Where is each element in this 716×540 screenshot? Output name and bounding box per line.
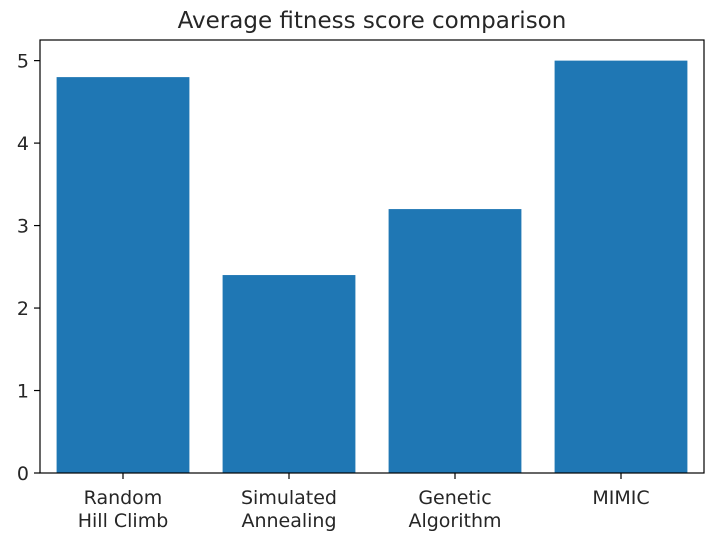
x-tick-label: Hill Climb xyxy=(78,510,169,532)
bar xyxy=(388,209,522,474)
bars xyxy=(56,60,688,474)
x-tick-label: Algorithm xyxy=(408,510,501,532)
y-tick-label: 1 xyxy=(17,381,29,403)
x-tick-label: Random xyxy=(84,487,163,509)
x-tick-label: Simulated xyxy=(241,487,337,509)
bar xyxy=(222,275,356,473)
chart-title: Average fitness score comparison xyxy=(178,8,567,34)
y-axis: 0 1 2 3 4 5 xyxy=(17,51,40,485)
x-tick-label: Annealing xyxy=(241,510,336,532)
bar xyxy=(56,77,190,473)
y-tick-label: 3 xyxy=(17,216,29,238)
y-tick-label: 2 xyxy=(17,298,29,320)
y-tick-label: 4 xyxy=(17,133,29,155)
bar xyxy=(554,60,688,473)
x-tick-label: Genetic xyxy=(418,487,491,509)
x-tick-label: MIMIC xyxy=(592,487,649,509)
y-tick-label: 5 xyxy=(17,51,29,73)
plot-frame xyxy=(39,39,705,474)
y-tick-label: 0 xyxy=(17,463,29,485)
